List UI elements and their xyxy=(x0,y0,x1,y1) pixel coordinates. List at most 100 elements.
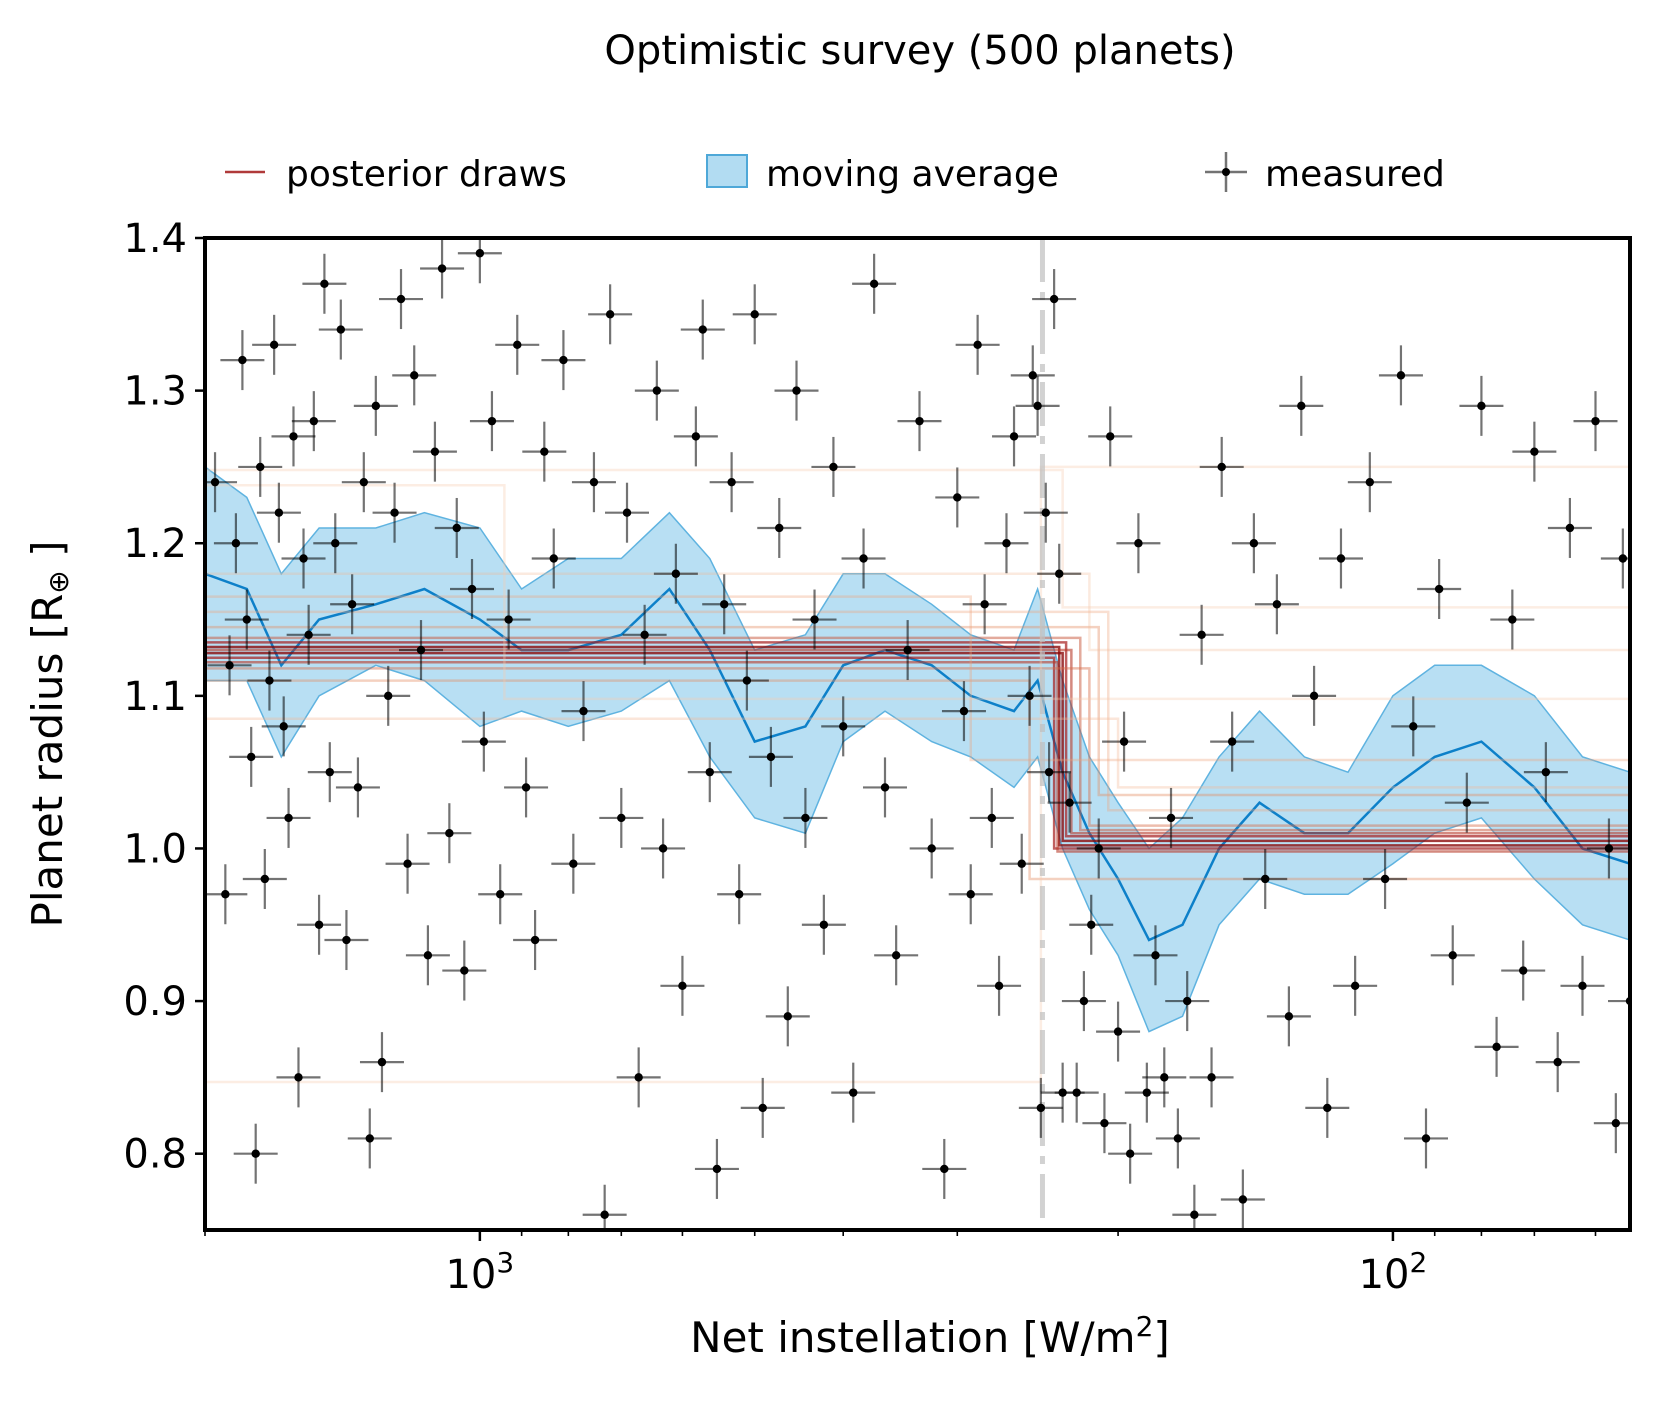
measured-point xyxy=(313,513,358,574)
measured-point xyxy=(504,757,549,818)
measured-point xyxy=(531,528,576,589)
measured-point xyxy=(1027,742,1072,803)
x-axis: 103 102 xyxy=(204,1230,1597,1298)
measured-point xyxy=(831,1062,876,1123)
measured-point xyxy=(385,833,430,894)
measured-point xyxy=(748,726,793,787)
measured-point xyxy=(442,940,487,1001)
measured-point xyxy=(1108,1123,1153,1184)
y-tick-label: 1.3 xyxy=(123,369,187,415)
measured-point xyxy=(1363,848,1408,909)
measured-point xyxy=(522,421,567,482)
measured-point xyxy=(495,314,540,375)
measured-point xyxy=(1032,269,1077,330)
measured-point xyxy=(513,910,558,971)
measured-point xyxy=(1560,955,1605,1016)
measured-point xyxy=(1076,818,1121,879)
measured-point xyxy=(852,253,897,314)
measured-point xyxy=(486,589,531,650)
measured-point xyxy=(1490,589,1535,650)
posterior-draw-line xyxy=(205,679,1630,881)
measured-point xyxy=(599,787,644,848)
measured-point xyxy=(347,1108,392,1169)
x-axis-label-close: ] xyxy=(1153,1313,1169,1362)
measured-point xyxy=(247,650,292,711)
measured-point xyxy=(238,436,283,497)
posterior-draw-line xyxy=(205,595,1630,762)
measured-point xyxy=(1023,482,1068,543)
measured-point xyxy=(229,726,274,787)
measured-point xyxy=(1054,1062,1099,1123)
legend-measured-swatch xyxy=(1205,152,1247,192)
measured-point xyxy=(732,284,777,345)
measured-point xyxy=(1523,742,1568,803)
legend-measured-label: measured xyxy=(1265,154,1445,195)
measured-point xyxy=(1333,955,1378,1016)
measured-point xyxy=(1292,665,1337,726)
measured-point xyxy=(341,452,386,513)
measured-point xyxy=(1318,528,1363,589)
measured-point xyxy=(634,360,679,421)
measured-point xyxy=(1088,406,1133,467)
measured-point xyxy=(1305,1077,1350,1138)
measured-point xyxy=(220,330,265,391)
measured-point xyxy=(874,925,919,986)
measured-point xyxy=(307,742,352,803)
measured-point xyxy=(962,574,1007,635)
measured-point xyxy=(1165,971,1210,1032)
measured-point xyxy=(660,955,705,1016)
measured-point xyxy=(1082,1093,1127,1154)
measured-point xyxy=(1378,345,1423,406)
measured-point xyxy=(324,910,369,971)
measured-point xyxy=(571,452,616,513)
measured-point xyxy=(450,559,495,620)
measured-point xyxy=(1279,375,1324,436)
measured-point xyxy=(1199,436,1244,497)
measured-point xyxy=(765,986,810,1047)
measured-point xyxy=(1179,604,1224,665)
measured-point xyxy=(1501,940,1546,1001)
measured-point xyxy=(783,787,828,848)
measured-point xyxy=(399,620,444,681)
measured-point xyxy=(379,269,424,330)
posterior-draw-line xyxy=(205,656,1630,850)
measured-point xyxy=(330,574,375,635)
measured-point xyxy=(582,1184,627,1230)
measured-point xyxy=(687,742,732,803)
y-tick-label: 0.8 xyxy=(123,1132,187,1178)
measured-point xyxy=(457,238,502,284)
measured-point xyxy=(792,589,837,650)
measured-point xyxy=(1047,772,1092,833)
measured-point xyxy=(392,345,437,406)
measured-point xyxy=(412,421,457,482)
measured-point xyxy=(213,513,258,574)
measured-point xyxy=(256,482,301,543)
measured-point xyxy=(935,467,980,528)
measured-point xyxy=(653,543,698,604)
measured-point xyxy=(353,375,398,436)
y-tick-label: 1.0 xyxy=(123,826,187,872)
measured-point xyxy=(318,299,363,360)
measured-point xyxy=(420,238,465,299)
measured-point xyxy=(862,757,907,818)
x-axis-label: Net instellation [W/m2] xyxy=(690,1310,1170,1362)
measured-point xyxy=(291,391,336,452)
axes-frame xyxy=(203,236,1632,1232)
measured-point xyxy=(821,696,866,757)
measured-point xyxy=(1189,1047,1234,1108)
measured-point xyxy=(948,864,993,925)
measured-point xyxy=(297,894,342,955)
measured-point xyxy=(1155,1108,1200,1169)
posterior-draw-line xyxy=(205,625,1630,797)
posterior-draw-line xyxy=(205,651,1630,843)
legend-posterior-label: posterior draws xyxy=(286,154,567,195)
chart-title: Optimistic survey (500 planets) xyxy=(604,28,1235,74)
measured-point xyxy=(478,864,523,925)
measured-point xyxy=(702,574,747,635)
measured-point xyxy=(205,864,248,925)
measured-point xyxy=(977,955,1022,1016)
measured-point xyxy=(1430,925,1475,986)
x-tick-label: 102 xyxy=(1359,1246,1428,1298)
x-axis-label-main: Net instellation [W/m xyxy=(690,1313,1135,1362)
